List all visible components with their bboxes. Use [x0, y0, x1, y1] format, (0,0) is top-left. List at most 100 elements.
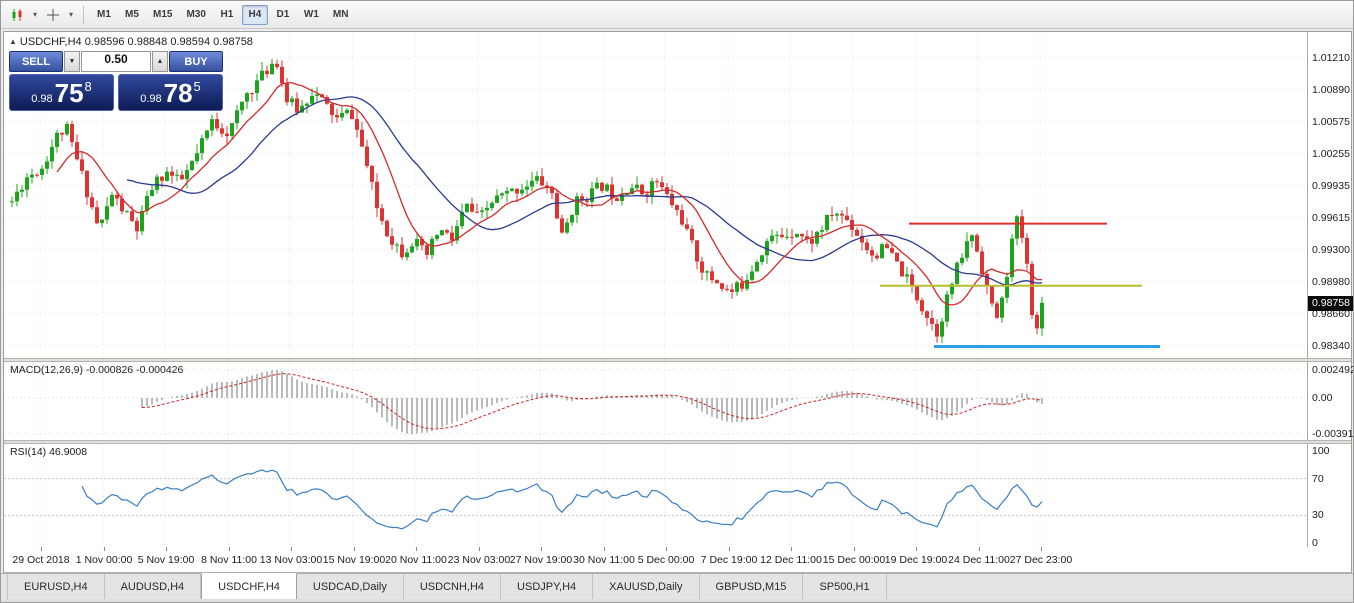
time-label: 23 Nov 03:00 [447, 554, 511, 566]
price-tick-label: 0.99615 [1312, 212, 1350, 225]
panel-splitter-macd[interactable] [4, 358, 1351, 362]
time-tick [104, 547, 105, 551]
time-label: 13 Nov 03:00 [259, 554, 323, 566]
toolbar: ▾ ▾ M1 M5 M15 M30 H1 H4 D1 W1 MN [1, 1, 1353, 29]
price-tick-label: 0.98340 [1312, 340, 1350, 352]
time-label: 15 Nov 19:00 [322, 554, 386, 566]
time-tick [604, 547, 605, 551]
chart-header: ▲ USDCHF,H4 0.98596 0.98848 0.98594 0.98… [9, 36, 253, 48]
time-label: 1 Nov 00:00 [75, 554, 133, 566]
timeframe-m15-button[interactable]: M15 [147, 5, 178, 25]
price-tick-label: 0.99300 [1312, 243, 1350, 256]
rsi-tick-label: 70 [1312, 472, 1324, 485]
rsi-label: RSI(14) 46.9008 [10, 446, 88, 458]
timeframe-m30-button[interactable]: M30 [180, 5, 211, 25]
chart-tab-sp500-h1[interactable]: SP500,H1 [803, 574, 887, 599]
chart-type-dropdown-icon[interactable]: ▾ [32, 10, 37, 19]
time-label: 12 Dec 11:00 [760, 554, 822, 566]
buy-price-sup: 5 [193, 79, 201, 94]
chart-tab-usdchf-h4[interactable]: USDCHF,H4 [201, 573, 297, 599]
cursor-dropdown-icon[interactable]: ▾ [68, 10, 73, 19]
price-tick-label: 1.00575 [1312, 115, 1350, 128]
macd-canvas [4, 362, 1307, 440]
price-axis[interactable]: 1.01210 1.00890 1.00575 1.00255 0.99935 0.996… [1307, 32, 1353, 358]
time-tick [416, 547, 417, 551]
time-tick [41, 547, 42, 551]
chart-frame: 1.01210 1.00890 1.00575 1.00255 0.99935 0.996… [3, 31, 1354, 549]
macd-axis[interactable]: 0.002492 0.00 -0.003913 [1307, 362, 1354, 440]
rsi-tick-label: 30 [1312, 509, 1324, 522]
time-tick [854, 547, 855, 551]
time-tick [979, 547, 980, 551]
rsi-tick-label: 0 [1312, 537, 1318, 549]
price-tick-label: 1.00890 [1312, 84, 1350, 97]
time-label: 8 Nov 11:00 [201, 554, 257, 566]
chart-tab-usdjpy-h4[interactable]: USDJPY,H4 [501, 574, 594, 599]
symbol-ohlc-title: USDCHF,H4 0.98596 0.98848 0.98594 0.9875… [19, 36, 253, 48]
time-tick [229, 547, 230, 551]
crosshair-glyph [47, 8, 59, 21]
candlestick-glyph [12, 8, 22, 21]
chart-tab-xauusd-daily[interactable]: XAUUSD,Daily [593, 574, 700, 599]
chart-tab-bar: EURUSD,H4 AUDUSD,H4 USDCHF,H4 USDCAD,Dai… [1, 573, 1353, 599]
trade-quotes-row: 0.98 75 8 0.98 78 5 [9, 74, 223, 111]
chart-tab-gbpusd-m15[interactable]: GBPUSD,M15 [700, 574, 804, 599]
time-label: 27 Nov 19:00 [509, 554, 573, 566]
sell-price-prefix: 0.98 [31, 93, 53, 105]
timeframe-h4-button[interactable]: H4 [241, 4, 268, 25]
time-tick [166, 547, 167, 551]
time-label: 15 Dec 00:00 [822, 554, 886, 566]
price-tick-label: 1.00255 [1312, 147, 1350, 160]
lot-decrease-button[interactable]: ▼ [64, 51, 80, 72]
window-bottom-strip [1, 599, 1353, 602]
time-tick [916, 547, 917, 551]
lot-size-field[interactable]: 0.50 [81, 51, 151, 72]
time-label: 30 Nov 11:00 [573, 554, 635, 566]
panel-splitter-rsi[interactable] [4, 440, 1351, 444]
timeframe-h1-button[interactable]: H1 [214, 5, 240, 25]
buy-price-big: 78 [163, 78, 193, 108]
time-label: 19 Dec 19:00 [884, 554, 948, 566]
chart-tab-usdcnh-h4[interactable]: USDCNH,H4 [404, 574, 502, 599]
macd-indicator-plot[interactable]: MACD(12,26,9) -0.000826 -0.000426 [4, 362, 1307, 440]
price-chart-canvas [4, 32, 1307, 358]
time-label: 29 Oct 2018 [12, 554, 70, 566]
one-click-trading-panel: SELL ▼ 0.50 ▲ BUY 0.98 75 8 0.98 78 5 [9, 51, 223, 111]
trade-controls-row: SELL ▼ 0.50 ▲ BUY [9, 51, 223, 72]
one-click-panel-toggle[interactable]: ▲ [9, 37, 17, 46]
crosshair-icon[interactable] [42, 5, 64, 25]
time-tick [354, 547, 355, 551]
chart-tab-audusd-h4[interactable]: AUDUSD,H4 [105, 574, 202, 599]
time-tick [729, 547, 730, 551]
time-tick [541, 547, 542, 551]
time-tick [666, 547, 667, 551]
time-tick [479, 547, 480, 551]
timeframe-w1-button[interactable]: W1 [298, 5, 325, 25]
time-label: 5 Nov 19:00 [137, 554, 195, 566]
sell-button[interactable]: SELL [9, 51, 63, 72]
buy-quote-button[interactable]: 0.98 78 5 [118, 74, 223, 111]
time-axis[interactable]: 29 Oct 2018 1 Nov 00:00 5 Nov 19:00 8 Nov 1… [3, 547, 1352, 573]
buy-button[interactable]: BUY [169, 51, 223, 72]
chart-type-icon[interactable] [6, 5, 28, 25]
timeframe-d1-button[interactable]: D1 [270, 5, 296, 25]
time-tick [1041, 547, 1042, 551]
current-price-tag: 0.98758 [1308, 296, 1353, 312]
sell-price-sup: 8 [84, 79, 92, 94]
rsi-axis[interactable]: 100 70 30 0 [1307, 444, 1351, 549]
timeframe-m5-button[interactable]: M5 [119, 5, 145, 25]
time-label: 20 Nov 11:00 [385, 554, 447, 566]
lot-increase-button[interactable]: ▲ [152, 51, 168, 72]
chart-tab-eurusd-h4[interactable]: EURUSD,H4 [7, 574, 105, 599]
chart-tab-usdcad-daily[interactable]: USDCAD,Daily [297, 574, 404, 599]
sell-quote-button[interactable]: 0.98 75 8 [9, 74, 114, 111]
timeframe-mn-button[interactable]: MN [327, 5, 355, 25]
rsi-indicator-plot[interactable]: RSI(14) 46.9008 [4, 444, 1307, 548]
toolbar-separator [83, 5, 84, 24]
timeframe-m1-button[interactable]: M1 [91, 5, 117, 25]
time-tick [291, 547, 292, 551]
price-tick-label: 0.99935 [1312, 179, 1350, 192]
macd-tick-label: -0.003913 [1312, 428, 1354, 440]
rsi-canvas [4, 444, 1307, 548]
